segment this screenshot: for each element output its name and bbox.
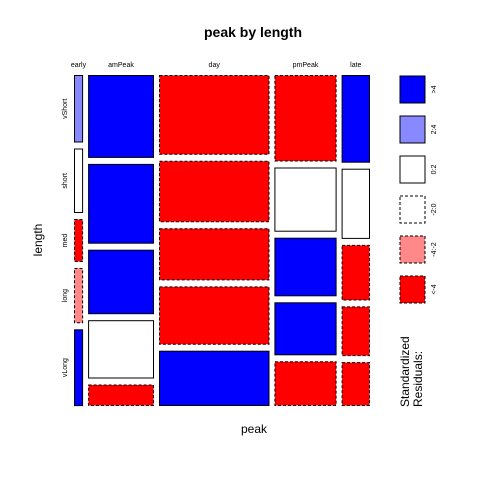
cell-late-vShort	[341, 75, 371, 163]
legend-swatch-rneg2to0	[399, 195, 426, 224]
cell-day-vLong	[159, 350, 270, 407]
cell-early-vShort	[74, 75, 84, 143]
column-label-late: late	[350, 62, 361, 69]
legend-title-line1: Standardized	[398, 336, 412, 407]
row-labels: vShort short med long vLong	[62, 99, 69, 378]
legend-swatch-r0to2	[399, 155, 426, 184]
cell-amPeak-short	[88, 163, 154, 244]
cell-amPeak-med	[88, 249, 154, 315]
cell-pmPeak-vLong	[274, 361, 337, 406]
cell-day-short	[159, 160, 270, 223]
column-label-pmPeak: pmPeak	[293, 62, 319, 69]
legend-label-rneg4to2: -4:-2	[431, 242, 438, 257]
legend-title-line2: Residuals:	[411, 351, 425, 407]
legend-label-r2to4: 2:4	[431, 125, 438, 135]
row-label-vShort: vShort	[62, 99, 69, 119]
cell-late-med	[341, 244, 371, 301]
legend-swatch-rneg4to2	[399, 235, 426, 264]
row-label-long: long	[62, 289, 69, 302]
cell-pmPeak-med	[274, 237, 337, 297]
cell-early-med	[74, 219, 84, 262]
cell-amPeak-vLong	[88, 384, 154, 406]
row-label-med: med	[62, 234, 69, 248]
cell-late-long	[341, 306, 371, 357]
cell-late-short	[341, 168, 371, 239]
cell-early-long	[74, 268, 84, 324]
legend-label-r_gt4: >4	[431, 85, 438, 93]
cell-pmPeak-vShort	[274, 75, 337, 162]
cell-day-long	[159, 286, 270, 345]
legend-swatch-r2to4	[399, 115, 426, 144]
legend: >4 2:4 0:2 -2:0 -4:-2 <-4	[399, 75, 438, 304]
column-labels: early amPeak day pmPeak late	[71, 62, 362, 69]
cell-pmPeak-short	[274, 167, 337, 232]
cell-pmPeak-long	[274, 302, 337, 356]
row-label-vLong: vLong	[62, 358, 69, 377]
legend-swatch-r_lt_neg4	[399, 275, 426, 304]
cell-day-vShort	[159, 75, 270, 155]
column-label-early: early	[71, 62, 87, 69]
mosaic-cells	[74, 75, 371, 407]
x-axis-title: peak	[241, 422, 268, 436]
legend-label-rneg2to0: -2:0	[431, 203, 438, 215]
y-axis-title: length	[31, 224, 45, 257]
cell-day-med	[159, 228, 270, 281]
cell-amPeak-long	[88, 320, 154, 379]
cell-late-vLong	[341, 362, 371, 407]
cell-early-vLong	[74, 329, 84, 407]
legend-label-r_lt_neg4: <-4	[431, 284, 438, 294]
chart-title: peak by length	[204, 24, 302, 40]
row-label-short: short	[62, 173, 69, 189]
legend-label-r0to2: 0:2	[431, 165, 438, 175]
cell-early-short	[74, 148, 84, 213]
cell-amPeak-vShort	[88, 75, 154, 158]
column-label-amPeak: amPeak	[108, 62, 134, 69]
column-label-day: day	[209, 62, 221, 69]
legend-swatch-r_gt4	[399, 75, 426, 104]
